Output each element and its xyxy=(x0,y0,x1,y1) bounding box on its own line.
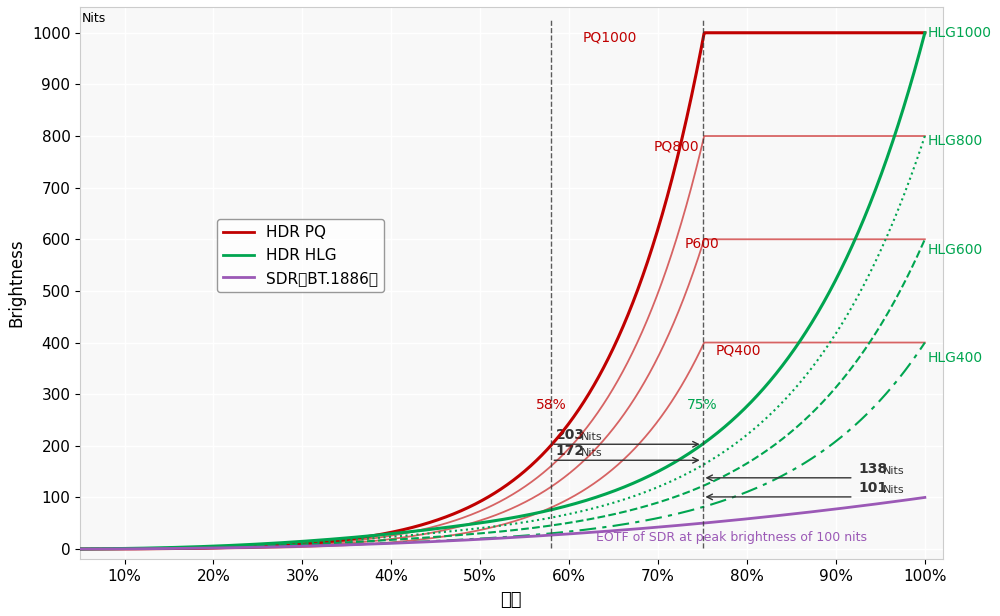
Text: P600: P600 xyxy=(685,237,720,251)
Text: 101: 101 xyxy=(858,481,887,495)
Legend: HDR PQ, HDR HLG, SDR（BT.1886）: HDR PQ, HDR HLG, SDR（BT.1886） xyxy=(217,219,384,292)
Text: Nits: Nits xyxy=(883,485,905,495)
Text: PQ400: PQ400 xyxy=(716,343,761,357)
Text: HLG400: HLG400 xyxy=(928,351,983,365)
X-axis label: 电平: 电平 xyxy=(501,591,522,609)
Y-axis label: Brightness: Brightness xyxy=(7,239,25,328)
Text: 203: 203 xyxy=(556,428,585,442)
Text: EOTF of SDR at peak brightness of 100 nits: EOTF of SDR at peak brightness of 100 ni… xyxy=(596,531,867,544)
Text: 172: 172 xyxy=(556,444,585,458)
Text: PQ1000: PQ1000 xyxy=(583,31,637,45)
Text: 75%: 75% xyxy=(687,398,718,412)
Text: Nits: Nits xyxy=(82,12,106,25)
Text: Nits: Nits xyxy=(883,466,905,476)
Text: 138: 138 xyxy=(858,462,887,476)
Text: PQ800: PQ800 xyxy=(654,139,699,153)
Text: HLG1000: HLG1000 xyxy=(928,26,992,40)
Text: 58%: 58% xyxy=(536,398,567,412)
Text: Nits: Nits xyxy=(581,448,602,458)
Text: HLG800: HLG800 xyxy=(928,134,983,148)
Text: HLG600: HLG600 xyxy=(928,243,983,257)
Text: Nits: Nits xyxy=(581,432,602,442)
